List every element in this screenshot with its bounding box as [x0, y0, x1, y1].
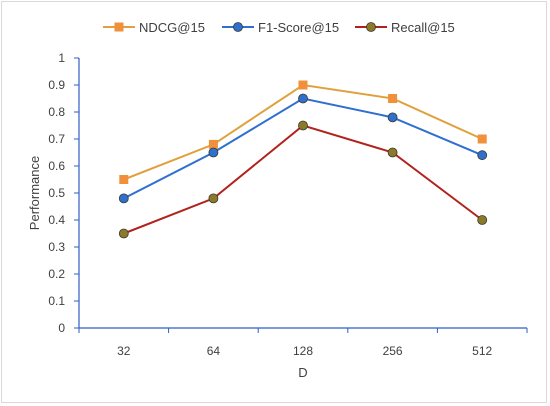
x-tick-label: 32 [117, 344, 131, 358]
data-point [118, 193, 129, 204]
x-tick-label: 256 [383, 344, 403, 358]
data-point [387, 112, 398, 123]
series-1 [118, 93, 488, 204]
y-tick-label: 0 [58, 321, 65, 335]
x-tick-label: 128 [293, 344, 313, 358]
legend-label: NDCG@15 [139, 20, 205, 35]
y-tick-label: 0.3 [48, 240, 65, 254]
x-axis-ticks: 32 64 128 256 512 [78, 328, 528, 358]
series-line [123, 124, 483, 235]
data-point [477, 134, 487, 144]
y-tick-label: 0.9 [48, 78, 65, 92]
data-point [298, 80, 308, 90]
y-tick-label: 0.6 [48, 159, 65, 173]
y-axis-title: Performance [27, 156, 42, 230]
x-tick-label: 512 [472, 344, 492, 358]
legend-item: F1-Score@15 [222, 20, 339, 35]
y-tick-label: 0.4 [48, 213, 65, 227]
legend-item: Recall@15 [355, 20, 455, 35]
y-tick-label: 0.7 [48, 132, 65, 146]
data-point [119, 175, 129, 184]
legend-marker [366, 22, 376, 32]
y-tick-label: 0.8 [48, 105, 65, 119]
y-tick-label: 1 [58, 51, 65, 65]
y-tick-label: 0.1 [48, 294, 65, 308]
series-line [123, 97, 483, 200]
x-tick-label: 64 [207, 344, 221, 358]
data-point [298, 120, 308, 131]
data-point [387, 147, 398, 158]
data-point [208, 147, 219, 158]
series-0 [119, 80, 487, 184]
data-point [388, 94, 398, 103]
legend-label: F1-Score@15 [258, 20, 339, 35]
y-tick-label: 0.5 [48, 186, 65, 200]
data-point [298, 93, 308, 104]
legend-item: NDCG@15 [103, 20, 205, 35]
x-axis-title: D [298, 365, 307, 380]
data-point [477, 150, 488, 161]
series-layer [118, 80, 488, 239]
legend-marker [114, 22, 124, 32]
y-tick-label: 0.2 [48, 267, 65, 281]
legend-label: Recall@15 [391, 20, 455, 35]
data-point [118, 228, 129, 239]
data-point [477, 215, 488, 225]
legend-marker [233, 22, 243, 32]
data-point [208, 193, 219, 204]
series-2 [118, 120, 488, 239]
y-axis-ticks: 0 0.1 0.2 0.3 0.4 0.5 0.6 0.7 0.8 0.9 1 [48, 51, 79, 335]
data-point [208, 139, 218, 149]
legend: NDCG@15 F1-Score@15 Recall@15 [103, 20, 455, 35]
